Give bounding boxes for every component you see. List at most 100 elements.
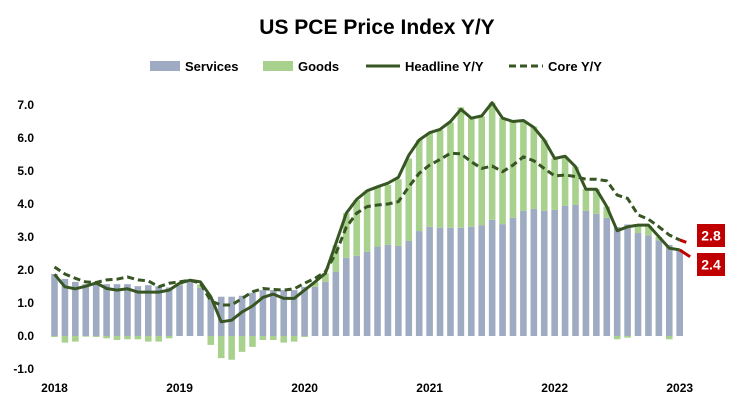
goods-bar — [520, 121, 527, 211]
services-bar — [488, 219, 496, 336]
services-bar — [499, 224, 506, 336]
y-tick-label: 0.0 — [17, 329, 34, 343]
services-bar — [613, 227, 621, 336]
headline-line — [53, 101, 680, 324]
services-bar — [676, 249, 683, 336]
goods-bar — [280, 336, 288, 343]
goods-bar — [311, 281, 319, 287]
services-bar — [144, 285, 152, 336]
goods-bar — [61, 336, 69, 343]
services-bar — [645, 235, 652, 336]
x-tick-label: 2023 — [666, 381, 693, 395]
goods-bar — [603, 206, 611, 218]
y-tick-label: 3.0 — [17, 230, 34, 244]
goods-bar — [384, 184, 392, 245]
goods-bar — [363, 191, 371, 252]
legend-swatch-goods — [263, 61, 293, 71]
services-bar — [186, 281, 194, 336]
services-bar — [405, 240, 413, 336]
y-axis: -1.0 0.0 1.0 2.0 3.0 4.0 5.0 6.0 7.0 — [13, 98, 34, 376]
end-label-box — [697, 224, 725, 247]
x-axis: 2018 2019 2020 2021 2022 2023 — [41, 381, 693, 395]
goods-bar — [405, 158, 413, 241]
goods-bar — [217, 336, 225, 359]
goods-bar — [290, 336, 298, 342]
goods-bar — [72, 336, 79, 342]
x-tick-label: 2022 — [541, 381, 568, 395]
y-tick-label: 1.0 — [17, 296, 34, 310]
legend-swatch-services — [150, 61, 180, 71]
services-bar — [217, 296, 225, 336]
goods-bar — [540, 139, 548, 211]
x-tick-label: 2018 — [41, 381, 68, 395]
goods-bar — [395, 179, 402, 246]
legend-label-services: Services — [185, 59, 239, 74]
bars — [51, 102, 683, 360]
legend: Services Goods Headline Y/Y Core Y/Y — [150, 59, 602, 74]
services-bar — [197, 287, 204, 336]
services-bar — [509, 217, 517, 336]
legend-label-headline: Headline Y/Y — [405, 59, 484, 74]
goods-bar — [353, 200, 360, 256]
y-tick-label: 7.0 — [17, 98, 34, 112]
goods-bar — [342, 213, 350, 258]
goods-bar — [509, 121, 517, 218]
goods-bar — [197, 284, 204, 288]
goods-bar — [228, 336, 235, 360]
services-bar — [561, 205, 569, 336]
services-bar — [301, 286, 308, 336]
goods-bar — [124, 336, 131, 340]
services-bar — [176, 285, 183, 336]
services-bar — [259, 290, 267, 336]
services-bar — [311, 286, 319, 336]
services-bar — [113, 284, 121, 336]
services-bar — [582, 210, 590, 336]
services-bar — [655, 240, 663, 336]
lines — [53, 101, 691, 324]
headline-line-latest-segment — [678, 248, 691, 259]
services-bar — [165, 287, 173, 336]
services-bar — [384, 244, 392, 336]
goods-bar — [270, 336, 277, 340]
services-bar — [530, 208, 538, 336]
y-tick-label: 6.0 — [17, 131, 34, 145]
goods-bar — [624, 336, 631, 338]
services-bar — [61, 278, 69, 336]
goods-bar — [374, 187, 381, 247]
goods-bar — [259, 336, 267, 340]
services-bar — [520, 210, 527, 336]
services-bar — [572, 204, 579, 336]
goods-bar — [447, 122, 454, 228]
goods-bar — [572, 166, 579, 205]
services-bar — [395, 245, 402, 336]
goods-bar — [113, 336, 121, 340]
services-bar — [624, 224, 631, 336]
services-bar — [665, 244, 673, 336]
services-bar — [468, 226, 475, 336]
goods-bar — [51, 336, 58, 337]
services-bar — [72, 281, 79, 336]
goods-bar — [468, 118, 475, 227]
services-bar — [103, 284, 110, 336]
services-bar — [415, 231, 423, 336]
services-bar — [634, 233, 642, 336]
goods-bar — [301, 336, 308, 337]
y-tick-label: 2.0 — [17, 263, 34, 277]
goods-bar — [665, 336, 673, 340]
services-bar — [603, 217, 611, 336]
y-tick-label: -1.0 — [13, 362, 34, 376]
x-tick-label: 2021 — [416, 381, 443, 395]
services-bar — [92, 282, 100, 336]
goods-bar — [551, 158, 558, 210]
legend-label-core: Core Y/Y — [548, 59, 602, 74]
goods-bar — [530, 126, 538, 209]
legend-label-goods: Goods — [298, 59, 339, 74]
goods-bar — [155, 336, 162, 342]
core-line-latest-segment — [679, 238, 691, 246]
goods-bar — [249, 336, 256, 347]
services-bar — [207, 299, 215, 336]
services-bar — [228, 296, 235, 336]
goods-bar — [478, 116, 486, 226]
goods-bar — [322, 273, 329, 282]
y-tick-label: 4.0 — [17, 197, 34, 211]
